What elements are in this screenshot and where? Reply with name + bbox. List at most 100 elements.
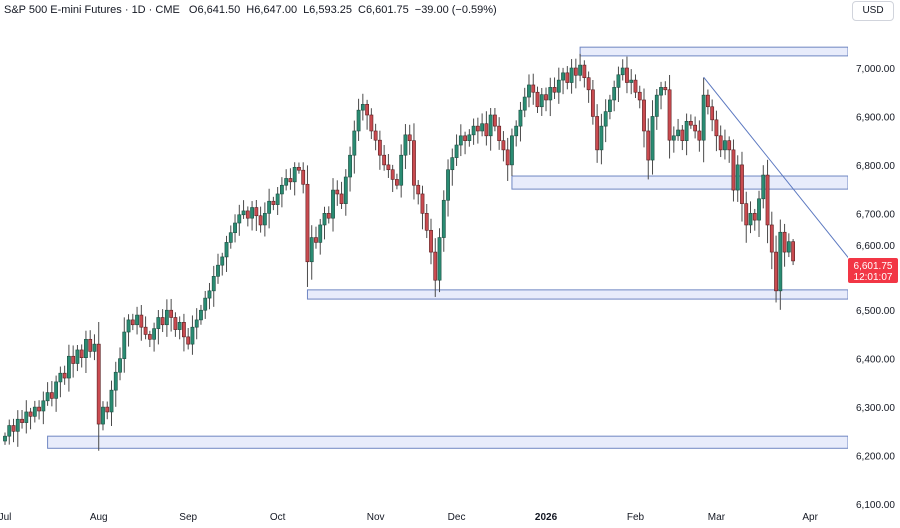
candle-down bbox=[37, 406, 41, 412]
candle-up bbox=[514, 125, 519, 137]
candle-up bbox=[659, 87, 663, 96]
candle-down bbox=[633, 79, 638, 93]
candle-down bbox=[105, 406, 110, 413]
candle-up bbox=[122, 331, 127, 359]
candle-up bbox=[522, 96, 527, 111]
price-tick-label: 6,300.00 bbox=[856, 403, 895, 414]
candle-up bbox=[45, 392, 50, 402]
candle-up bbox=[471, 125, 476, 136]
candle-up bbox=[467, 134, 472, 141]
candle-down bbox=[782, 231, 787, 253]
candle-down bbox=[625, 67, 629, 83]
candle-up bbox=[569, 67, 574, 83]
candle-down bbox=[373, 130, 378, 141]
price-tick-label: 7,000.00 bbox=[856, 64, 895, 75]
price-tick-label: 6,700.00 bbox=[856, 209, 895, 220]
candle-up bbox=[403, 134, 408, 156]
candle-up bbox=[15, 418, 20, 432]
candle-down bbox=[49, 392, 54, 399]
candle-up bbox=[101, 406, 105, 425]
candle-down bbox=[28, 411, 33, 417]
candle-down bbox=[774, 251, 778, 292]
candle-up bbox=[211, 276, 216, 292]
candle-down bbox=[791, 241, 796, 262]
candle-down bbox=[186, 336, 191, 345]
candle-up bbox=[250, 207, 254, 219]
candle-up bbox=[54, 381, 59, 399]
candle-up bbox=[735, 164, 740, 191]
candle-down bbox=[429, 229, 433, 253]
candle-up bbox=[518, 109, 523, 127]
candle-down bbox=[365, 104, 370, 116]
candle-up bbox=[650, 116, 655, 161]
candle-up bbox=[84, 338, 88, 358]
price-tick-label: 6,200.00 bbox=[856, 452, 895, 463]
candle-down bbox=[646, 130, 651, 161]
currency-button[interactable]: USD bbox=[852, 1, 894, 21]
candle-up bbox=[343, 176, 348, 204]
candle-up bbox=[237, 214, 242, 224]
ohlc-low: L6,593.25 bbox=[303, 4, 352, 16]
candle-down bbox=[173, 317, 178, 330]
candle-down bbox=[301, 169, 306, 185]
candle-up bbox=[164, 309, 169, 326]
time-tick-label: Jul bbox=[0, 512, 11, 523]
price-tick-label: 6,500.00 bbox=[856, 306, 895, 317]
candle-down bbox=[335, 189, 340, 195]
candle-up bbox=[599, 125, 604, 151]
price-tick-label: 6,600.00 bbox=[856, 241, 895, 252]
candle-down bbox=[390, 169, 395, 180]
candle-down bbox=[663, 87, 668, 91]
candle-down bbox=[288, 178, 293, 183]
candle-up bbox=[228, 232, 233, 243]
candle-down bbox=[765, 174, 770, 226]
candle-up bbox=[75, 349, 80, 364]
candle-up bbox=[267, 200, 272, 214]
price-tick-label: 6,100.00 bbox=[856, 500, 895, 511]
candle-down bbox=[492, 114, 497, 127]
candle-up bbox=[578, 64, 583, 76]
candle-up bbox=[527, 84, 531, 98]
candle-up bbox=[262, 213, 267, 226]
candle-up bbox=[233, 222, 237, 234]
candle-down bbox=[740, 164, 744, 204]
candle-up bbox=[654, 94, 659, 117]
candle-up bbox=[7, 425, 12, 437]
candle-up bbox=[203, 297, 208, 311]
candle-down bbox=[693, 124, 698, 132]
time-tick-label: Mar bbox=[708, 512, 726, 523]
time-tick-label: 2026 bbox=[535, 512, 558, 523]
candle-up bbox=[757, 198, 761, 221]
price-zone-rect bbox=[579, 46, 849, 57]
time-tick-label: Sep bbox=[179, 512, 197, 523]
candle-down bbox=[254, 207, 259, 217]
candle-up bbox=[480, 123, 485, 132]
candle-up bbox=[190, 326, 195, 345]
candle-up bbox=[279, 184, 284, 195]
candle-up bbox=[356, 109, 361, 132]
candle-up bbox=[152, 328, 157, 340]
candle-down bbox=[688, 120, 693, 126]
candle-up bbox=[612, 87, 617, 101]
candle-down bbox=[731, 149, 736, 191]
candle-up bbox=[32, 406, 37, 417]
candle-down bbox=[143, 326, 148, 335]
candle-down bbox=[718, 135, 723, 151]
candle-down bbox=[680, 129, 685, 141]
ohlc-close: C6,601.75 bbox=[358, 4, 409, 16]
price-zone-rect bbox=[47, 435, 849, 449]
candle-up bbox=[450, 157, 455, 171]
candle-down bbox=[497, 125, 502, 141]
candle-up bbox=[126, 319, 131, 333]
price-tick-label: 6,800.00 bbox=[856, 161, 895, 172]
candle-down bbox=[305, 183, 310, 263]
candle-up bbox=[748, 213, 753, 226]
candle-down bbox=[697, 130, 702, 141]
candle-down bbox=[130, 319, 135, 326]
candle-up bbox=[67, 355, 71, 379]
price-axis-ticks: 7,000.00 6,900.00 6,800.00 6,700.00 6,600.00… bbox=[856, 64, 895, 511]
candle-down bbox=[573, 67, 578, 76]
symbol-title: S&P 500 E-mini Futures · 1D · CME bbox=[4, 4, 180, 16]
candle-down bbox=[505, 149, 510, 166]
